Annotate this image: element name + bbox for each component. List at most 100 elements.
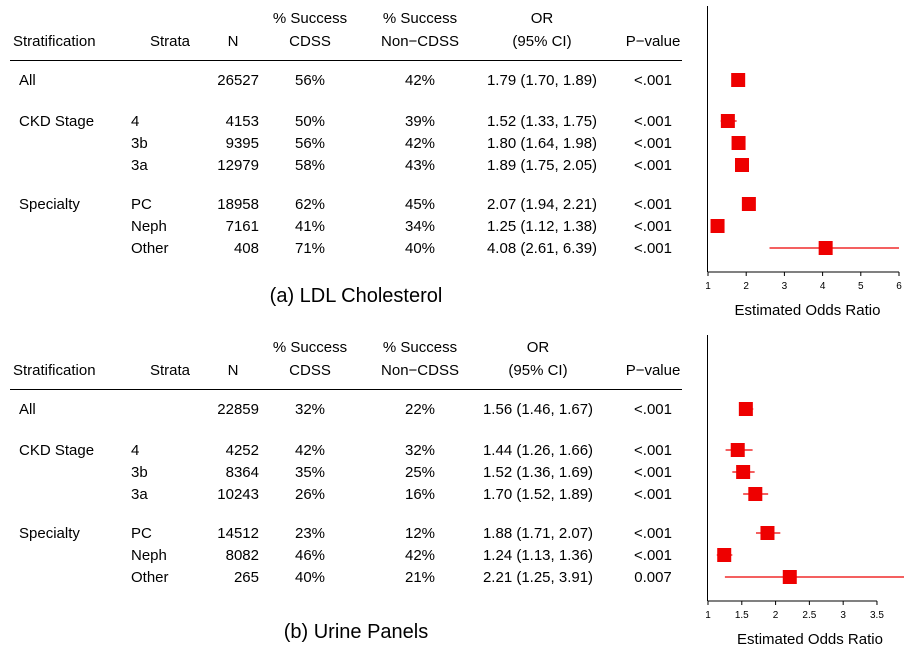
cell-noncdss: 32% xyxy=(404,442,436,459)
x-tick-label: 2 xyxy=(743,281,749,292)
cell-noncdss: 42% xyxy=(404,547,436,564)
cell-p-value: <.001 xyxy=(634,547,672,564)
header-p-value: P−value xyxy=(625,362,681,379)
cell-p-value: <.001 xyxy=(634,113,672,130)
cell-strata: 3a xyxy=(131,486,148,503)
cell-p-value: <.001 xyxy=(634,72,672,89)
cell-noncdss: 22% xyxy=(404,401,436,418)
cell-or-ci: 2.21 (1.25, 3.91) xyxy=(482,569,594,586)
or-point xyxy=(731,136,746,150)
cell-p-value: <.001 xyxy=(634,135,672,152)
cell-p-value: <.001 xyxy=(634,464,672,481)
header-n: N xyxy=(227,33,239,50)
cell-n: 8364 xyxy=(225,464,259,481)
header-noncdss-top: % Success xyxy=(382,10,458,27)
cell-n: 8082 xyxy=(225,547,259,564)
x-tick-label: 2.5 xyxy=(802,610,816,621)
cell-n: 12979 xyxy=(217,157,259,174)
cell-n: 7161 xyxy=(225,218,259,235)
cell-n: 14512 xyxy=(217,525,259,542)
or-point xyxy=(738,402,753,416)
cell-or-ci: 1.52 (1.33, 1.75) xyxy=(486,113,598,130)
cell-cdss: 26% xyxy=(294,486,326,503)
cell-cdss: 62% xyxy=(294,196,326,213)
cell-p-value: <.001 xyxy=(634,401,672,418)
cell-noncdss: 34% xyxy=(404,218,436,235)
cell-cdss: 50% xyxy=(294,113,326,130)
x-tick-label: 1 xyxy=(705,610,711,621)
header-cdss-bottom: CDSS xyxy=(289,33,331,50)
header-n: N xyxy=(227,362,239,379)
panel-urine-panels: OR % Success % Success Stratification St… xyxy=(0,331,905,662)
x-tick-label: 5 xyxy=(858,281,864,292)
or-point xyxy=(818,241,833,255)
cell-strata: Neph xyxy=(131,218,167,235)
cell-noncdss: 42% xyxy=(404,72,436,89)
cell-p-value: <.001 xyxy=(634,525,672,542)
cell-noncdss: 39% xyxy=(404,113,436,130)
cell-p-value: <.001 xyxy=(634,218,672,235)
header-cdss-top: % Success xyxy=(272,10,348,27)
x-tick-label: 6 xyxy=(896,281,902,292)
cell-or-ci: 1.56 (1.46, 1.67) xyxy=(482,401,594,418)
cell-p-value: 0.007 xyxy=(634,569,672,586)
cell-cdss: 71% xyxy=(294,240,326,257)
cell-noncdss: 21% xyxy=(404,569,436,586)
cell-stratification: CKD Stage xyxy=(19,113,95,130)
cell-or-ci: 1.52 (1.36, 1.69) xyxy=(482,464,594,481)
or-point xyxy=(736,465,751,479)
cell-or-ci: 1.88 (1.71, 2.07) xyxy=(482,525,594,542)
or-point xyxy=(720,114,735,128)
x-tick-label: 1 xyxy=(705,281,711,292)
x-tick-label: 3 xyxy=(840,610,846,621)
cell-p-value: <.001 xyxy=(634,157,672,174)
cell-n: 18958 xyxy=(217,196,259,213)
cell-cdss: 58% xyxy=(294,157,326,174)
cell-n: 265 xyxy=(233,569,259,586)
forest-plot-divider xyxy=(707,6,708,272)
cell-or-ci: 4.08 (2.61, 6.39) xyxy=(486,240,598,257)
cell-or-ci: 1.25 (1.12, 1.38) xyxy=(486,218,598,235)
cell-strata: 4 xyxy=(131,113,140,130)
header-strata: Strata xyxy=(149,362,191,379)
header-or-bottom: (95% CI) xyxy=(512,33,572,50)
caption-ldl: (a) LDL Cholesterol xyxy=(269,285,443,307)
cell-strata: 3a xyxy=(131,157,148,174)
cell-strata: 3b xyxy=(131,464,148,481)
or-point xyxy=(734,158,749,172)
cell-noncdss: 25% xyxy=(404,464,436,481)
x-tick-label: 2 xyxy=(773,610,779,621)
header-stratification: Stratification xyxy=(13,33,96,50)
cell-cdss: 56% xyxy=(294,72,326,89)
x-tick-label: 3 xyxy=(782,281,788,292)
header-or-bottom: (95% CI) xyxy=(508,362,568,379)
cell-noncdss: 40% xyxy=(404,240,436,257)
header-cdss-bottom: CDSS xyxy=(289,362,331,379)
cell-or-ci: 2.07 (1.94, 2.21) xyxy=(486,196,598,213)
header-cdss-top: % Success xyxy=(272,339,348,356)
cell-cdss: 46% xyxy=(294,547,326,564)
cell-noncdss: 45% xyxy=(404,196,436,213)
cell-p-value: <.001 xyxy=(634,442,672,459)
or-point xyxy=(731,73,746,87)
header-stratification: Stratification xyxy=(13,362,96,379)
header-noncdss-top: % Success xyxy=(382,339,458,356)
cell-cdss: 35% xyxy=(294,464,326,481)
cell-n: 10243 xyxy=(217,486,259,503)
header-p-value: P−value xyxy=(625,33,681,50)
cell-n: 408 xyxy=(233,240,259,257)
cell-n: 26527 xyxy=(217,72,259,89)
cell-stratification: Specialty xyxy=(19,525,80,542)
header-noncdss-bottom: Non−CDSS xyxy=(381,33,459,50)
panel-ldl-cholesterol: OR % Success % Success Stratification St… xyxy=(0,0,905,330)
x-tick-label: 3.5 xyxy=(870,610,884,621)
cell-noncdss: 43% xyxy=(404,157,436,174)
cell-stratification: All xyxy=(19,401,36,418)
cell-n: 9395 xyxy=(225,135,259,152)
or-point xyxy=(710,219,725,233)
x-tick-label: 1.5 xyxy=(735,610,749,621)
header-divider xyxy=(10,60,682,61)
cell-noncdss: 42% xyxy=(404,135,436,152)
cell-strata: Other xyxy=(131,240,169,257)
header-or-top: OR xyxy=(530,10,554,27)
